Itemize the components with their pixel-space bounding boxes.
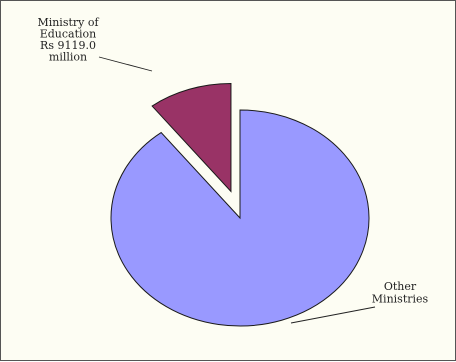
leader-line-1 xyxy=(290,306,376,324)
slice-label-line: Other xyxy=(384,280,417,293)
slice-label-line: Ministries xyxy=(372,293,429,306)
pie-slice-0 xyxy=(151,83,232,193)
slice-label-0: Ministry of Education Rs 9119.0 million xyxy=(37,16,99,64)
slice-label-1: Other Ministries xyxy=(372,280,429,306)
slice-label-line: Education xyxy=(40,28,97,41)
leader-line-0 xyxy=(98,56,153,72)
pie-slice-1 xyxy=(110,109,370,327)
slice-label-line: Ministry of xyxy=(37,16,99,29)
slice-label-line: Rs 9119.0 xyxy=(40,39,96,52)
slice-label-line: million xyxy=(49,51,87,64)
